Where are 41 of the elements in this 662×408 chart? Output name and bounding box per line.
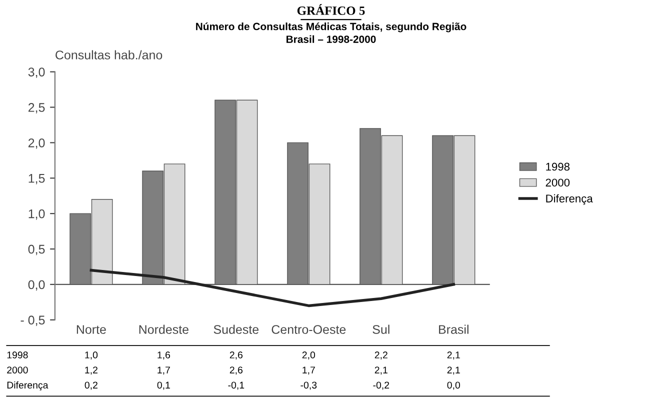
y-tick-label: 1,5: [28, 174, 45, 184]
y-tick-label: 2,0: [28, 138, 45, 149]
data-label: 1,6: [158, 352, 170, 360]
chart-title: GRÁFICO 5: [297, 4, 365, 15]
y-tick-label: - 0,5: [20, 316, 45, 326]
data-label: 1,7: [302, 366, 315, 375]
data-label: -0,1: [228, 382, 244, 390]
data-label: 2,0: [302, 352, 316, 360]
data-label: 1,2: [85, 366, 98, 375]
data-label: 1,7: [158, 366, 170, 375]
x-tick-label: Sul: [372, 324, 390, 334]
text: 1998: [7, 352, 28, 358]
data-label: 0,0: [447, 382, 460, 390]
data-label: 2,1: [447, 366, 460, 375]
chart-subtitle: Número de Consultas Médicas Totais, segundo Região Brasil – 1998-2000: [196, 22, 466, 43]
x-tick-label: Nordeste: [139, 324, 188, 334]
data-label: 2,2: [374, 352, 388, 360]
legend-label: Diferença: [546, 194, 593, 205]
x-tick-label: Centro-Oeste: [272, 325, 346, 334]
text: Diferença: [7, 381, 48, 391]
y-tick-label: 1,0: [28, 209, 45, 220]
data-label: 0,1: [157, 382, 170, 390]
y-tick-label: 2,5: [28, 103, 45, 114]
y-axis-title: Consultas hab./ano: [56, 50, 162, 60]
data-label: 0,2: [84, 382, 98, 390]
legend-label: 1998: [546, 162, 570, 171]
data-label: -0,3: [300, 382, 317, 390]
x-tick-label: Norte: [76, 325, 106, 334]
y-tick-label: 3,0: [28, 68, 45, 78]
y-tick-label: 0,0: [28, 280, 45, 291]
data-label: 2,6: [230, 352, 242, 360]
x-tick-label: Sudeste: [214, 324, 259, 334]
legend-label: 2000: [546, 178, 570, 187]
data-label: 2,1: [374, 366, 388, 375]
data-label: 1,0: [85, 352, 98, 360]
text: 2000: [7, 366, 28, 374]
data-label: -0,2: [373, 382, 390, 390]
data-label: 2,1: [447, 352, 460, 360]
x-tick-label: Brasil: [439, 324, 468, 334]
data-label: 2,6: [230, 366, 242, 375]
y-tick-label: 0,5: [28, 244, 45, 256]
